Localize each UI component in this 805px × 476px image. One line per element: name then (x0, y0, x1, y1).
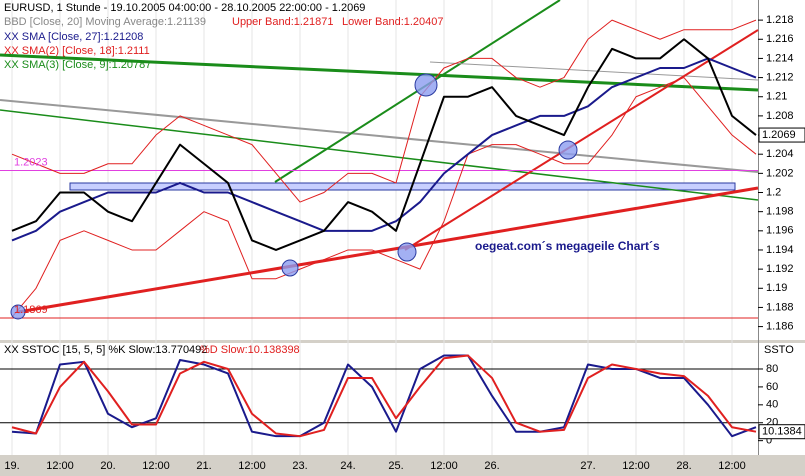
legend-text: XX SSTOC [15, 5, 5] %K Slow:13.770492 (4, 344, 207, 356)
last-value-label: 1.2069 (762, 129, 796, 141)
trendline (0, 53, 759, 92)
y-tick-label: 1.214 (766, 52, 794, 64)
series-line (11, 354, 757, 438)
y-tick-label: 60 (766, 381, 778, 393)
y-tick-label: 1.19 (766, 282, 787, 294)
x-tick-label: 27. (580, 460, 595, 472)
y-tick-label: 1.21 (766, 91, 787, 103)
legend-text: XX SMA(3) [Close, 9]:1.20787 (4, 59, 151, 71)
y-tick-label: 1.216 (766, 33, 794, 45)
x-tick-label: 12:00 (142, 460, 170, 472)
trendline (404, 29, 759, 251)
trendline (429, 61, 759, 81)
y-tick-label: 1.212 (766, 71, 794, 83)
last-value-box (758, 424, 805, 440)
y-tick-label: 1.194 (766, 244, 794, 256)
legend-text: BBD [Close, 20] Moving Average:1.21139 (4, 16, 206, 28)
trendline (0, 99, 759, 173)
marker (397, 242, 417, 262)
x-tick-label: 12:00 (430, 460, 458, 472)
divider (0, 340, 805, 343)
y-tick-label: 1.202 (766, 167, 794, 179)
legend-text: XX SMA [Close, 27]:1.21208 (4, 31, 143, 43)
x-tick-label: 21. (196, 460, 211, 472)
legend-text: %D Slow:10.138398 (200, 344, 300, 356)
x-tick-label: 23. (292, 460, 307, 472)
x-tick-label: 28. (676, 460, 691, 472)
marker (281, 259, 299, 277)
series-line (11, 77, 757, 318)
annotation-label: 1.2023 (14, 156, 48, 168)
x-tick-label: 12:00 (718, 460, 746, 472)
markers (10, 73, 578, 320)
zone (69, 182, 736, 191)
legend-text: Upper Band:1.21871 (232, 16, 334, 28)
x-tick-label: 12:00 (238, 460, 266, 472)
y-tick-label: 80 (766, 363, 778, 375)
x-tick-label: 26. (484, 460, 499, 472)
x-tick-label: 24. (340, 460, 355, 472)
axis-title: SSTO (764, 344, 794, 356)
series-line (11, 38, 757, 251)
marker (414, 73, 438, 97)
x-axis-bar (0, 455, 805, 476)
x-tick-label: 19. (4, 460, 19, 472)
series-line (11, 19, 757, 203)
last-value-box (758, 127, 805, 143)
trendline (17, 186, 759, 314)
axis-line (758, 0, 759, 455)
x-tick-label: 25. (388, 460, 403, 472)
y-tick-label: 1.2 (766, 186, 781, 198)
y-tick-label: 1.198 (766, 206, 794, 218)
y-tick-label: 1.204 (766, 148, 794, 160)
title: EURUSD, 1 Stunde - 19.10.2005 04:00:00 -… (4, 2, 365, 14)
y-tick-label: 1.188 (766, 301, 794, 313)
x-tick-label: 20. (100, 460, 115, 472)
y-tick-label: 1.218 (766, 14, 794, 26)
legend-text: Lower Band:1.20407 (342, 16, 444, 28)
plot (0, 19, 758, 438)
y-tick-label: 1.186 (766, 320, 794, 332)
last-value-label: 10.1384 (762, 426, 802, 438)
y-tick-label: 1.192 (766, 263, 794, 275)
x-tick-label: 12:00 (46, 460, 74, 472)
y-tick-label: 40 (766, 399, 778, 411)
y-tick-label: 1.196 (766, 225, 794, 237)
y-tick-label: 0 (766, 435, 772, 447)
annotation-label: 1.1869 (14, 304, 48, 316)
x-tick-label: 12:00 (622, 460, 650, 472)
series-line (11, 57, 757, 242)
marker (10, 304, 26, 320)
grid (11, 0, 733, 455)
watermark: oegeat.com´s megageile Chart´s (475, 239, 660, 253)
legend-text: XX SMA(2) [Close, 18]:1.2111 (4, 45, 150, 57)
y-tick-label: 1.208 (766, 110, 794, 122)
trendlines (0, 0, 759, 314)
trendline (0, 109, 759, 201)
marker (558, 140, 578, 160)
